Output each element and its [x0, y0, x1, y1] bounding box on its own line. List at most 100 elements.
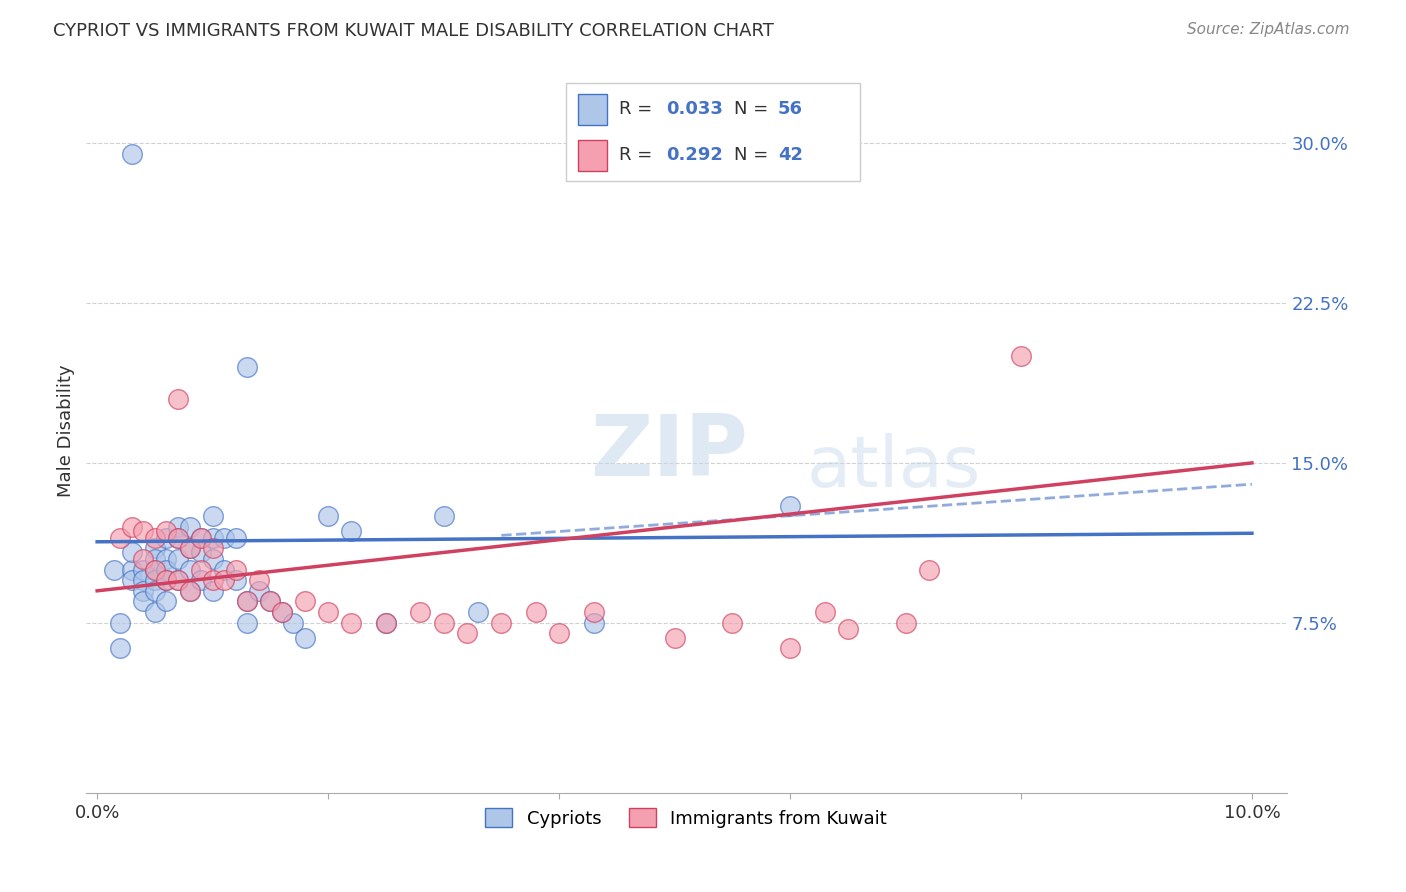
Point — [143, 541, 166, 556]
Y-axis label: Male Disability: Male Disability — [58, 365, 75, 497]
Point — [491, 615, 513, 630]
Point — [212, 562, 235, 576]
Point — [894, 615, 917, 630]
Point — [110, 615, 132, 630]
Point — [524, 605, 547, 619]
Point — [236, 615, 259, 630]
Point — [259, 594, 281, 608]
Point — [167, 552, 190, 566]
Point — [225, 573, 247, 587]
Point — [143, 583, 166, 598]
Point — [225, 562, 247, 576]
Point — [110, 531, 132, 545]
Point — [121, 562, 143, 576]
Point — [155, 552, 177, 566]
Point — [121, 146, 143, 161]
Point — [259, 594, 281, 608]
Point — [721, 615, 744, 630]
Point — [155, 524, 177, 538]
Point — [190, 545, 212, 559]
Point — [179, 562, 201, 576]
Point — [167, 573, 190, 587]
Point — [132, 562, 155, 576]
Point — [143, 552, 166, 566]
Point — [236, 594, 259, 608]
Point — [201, 509, 224, 524]
Point — [374, 615, 396, 630]
Point — [167, 531, 190, 545]
Point — [456, 626, 478, 640]
Point — [917, 562, 939, 576]
Point — [190, 573, 212, 587]
Point — [179, 520, 201, 534]
Point — [582, 615, 605, 630]
Text: atlas: atlas — [806, 433, 980, 501]
Point — [110, 641, 132, 656]
Point — [467, 605, 489, 619]
Point — [294, 631, 316, 645]
Point — [1010, 349, 1032, 363]
Point — [779, 499, 801, 513]
Point — [548, 626, 571, 640]
Point — [432, 615, 454, 630]
Point — [582, 605, 605, 619]
Point — [132, 552, 155, 566]
Point — [374, 615, 396, 630]
Point — [814, 605, 837, 619]
Point — [155, 562, 177, 576]
Point — [212, 573, 235, 587]
Point — [409, 605, 432, 619]
Point — [179, 541, 201, 556]
Point — [132, 583, 155, 598]
Point — [316, 605, 339, 619]
Point — [271, 605, 294, 619]
Point — [283, 615, 305, 630]
Point — [190, 531, 212, 545]
Point — [779, 641, 801, 656]
Text: Source: ZipAtlas.com: Source: ZipAtlas.com — [1187, 22, 1350, 37]
Point — [201, 583, 224, 598]
Point — [236, 359, 259, 374]
Text: CYPRIOT VS IMMIGRANTS FROM KUWAIT MALE DISABILITY CORRELATION CHART: CYPRIOT VS IMMIGRANTS FROM KUWAIT MALE D… — [53, 22, 775, 40]
Point — [225, 531, 247, 545]
Point — [837, 622, 859, 636]
Point — [143, 573, 166, 587]
Point — [155, 594, 177, 608]
Point — [201, 552, 224, 566]
Point — [340, 524, 363, 538]
Point — [316, 509, 339, 524]
Point — [201, 531, 224, 545]
Point — [190, 562, 212, 576]
Point — [121, 545, 143, 559]
Point — [201, 541, 224, 556]
Point — [179, 541, 201, 556]
Point — [143, 562, 166, 576]
Point — [132, 524, 155, 538]
Point — [236, 594, 259, 608]
Point — [155, 573, 177, 587]
Point — [155, 573, 177, 587]
Point — [155, 531, 177, 545]
Point — [143, 605, 166, 619]
Point — [247, 573, 270, 587]
Point — [664, 631, 686, 645]
Text: ZIP: ZIP — [591, 411, 748, 494]
Point — [143, 531, 166, 545]
Point — [167, 573, 190, 587]
Point — [271, 605, 294, 619]
Point — [103, 562, 125, 576]
Legend: Cypriots, Immigrants from Kuwait: Cypriots, Immigrants from Kuwait — [478, 801, 894, 835]
Point — [201, 573, 224, 587]
Point — [121, 573, 143, 587]
Point — [179, 583, 201, 598]
Point — [143, 562, 166, 576]
Point — [121, 520, 143, 534]
Point — [212, 531, 235, 545]
Point — [132, 594, 155, 608]
Point — [167, 520, 190, 534]
Point — [247, 583, 270, 598]
Point — [190, 531, 212, 545]
Point — [167, 392, 190, 406]
Point — [432, 509, 454, 524]
Point — [294, 594, 316, 608]
